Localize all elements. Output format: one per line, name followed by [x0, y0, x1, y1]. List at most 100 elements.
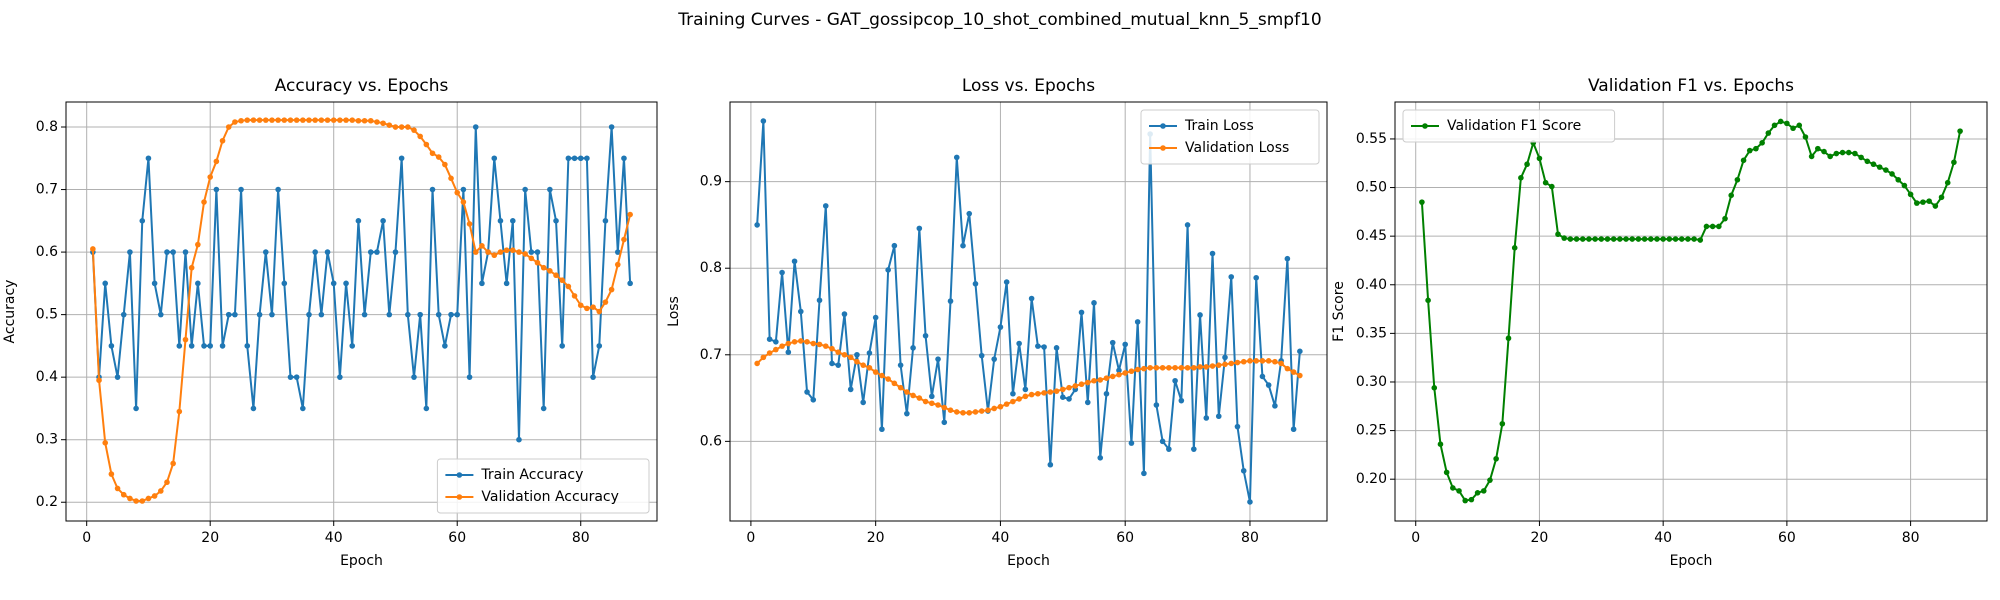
- data-point: [1016, 396, 1022, 402]
- data-point: [1610, 236, 1617, 242]
- x-tick-label: 0: [1411, 530, 1420, 546]
- y-tick-label: 0.7: [36, 182, 58, 198]
- data-point: [1272, 358, 1278, 365]
- data-point: [1827, 153, 1833, 160]
- data-point: [1536, 155, 1543, 162]
- data-point: [1003, 279, 1010, 285]
- data-point: [232, 311, 238, 318]
- data-point: [510, 218, 516, 224]
- data-point: [1709, 223, 1716, 230]
- data-point: [1203, 415, 1210, 421]
- data-point: [1549, 183, 1555, 190]
- data-point: [127, 249, 133, 255]
- data-point: [151, 280, 158, 287]
- x-tick-label: 40: [325, 530, 343, 546]
- data-point: [1060, 386, 1066, 393]
- axes-frame: [729, 101, 1328, 522]
- data-point: [754, 222, 760, 228]
- data-point: [922, 398, 929, 405]
- data-point: [779, 343, 785, 349]
- data-point: [1815, 145, 1821, 152]
- data-point: [978, 408, 985, 414]
- data-point: [201, 199, 207, 205]
- data-point: [798, 338, 804, 344]
- data-point: [966, 210, 973, 217]
- data-point: [460, 186, 467, 193]
- data-point: [448, 175, 454, 182]
- data-point: [577, 155, 584, 162]
- data-point: [157, 488, 164, 494]
- data-point: [602, 299, 609, 305]
- subplot-title: Validation F1 vs. Epochs: [1588, 76, 1794, 96]
- x-tick-label: 20: [867, 530, 885, 546]
- data-point: [312, 249, 318, 255]
- data-point: [1047, 389, 1054, 395]
- data-point: [225, 124, 232, 130]
- data-point: [1078, 381, 1085, 388]
- data-point: [916, 225, 923, 232]
- data-point: [479, 243, 485, 249]
- data-point: [392, 124, 399, 130]
- data-point: [1926, 198, 1932, 204]
- data-point: [120, 491, 127, 498]
- data-point: [318, 311, 325, 318]
- data-point: [1938, 194, 1945, 201]
- data-point: [1084, 399, 1091, 406]
- data-point: [854, 351, 860, 358]
- x-tick-label: 20: [1531, 530, 1549, 546]
- data-point: [361, 117, 368, 124]
- data-point: [1259, 373, 1266, 380]
- data-point: [380, 218, 386, 224]
- data-point: [1944, 179, 1951, 186]
- data-point: [1678, 236, 1685, 242]
- data-point: [1153, 402, 1160, 408]
- y-tick-label: 0.25: [1356, 423, 1387, 439]
- data-point: [835, 362, 842, 368]
- figure-title: Training Curves - GAT_gossipcop_10_shot_…: [677, 10, 1321, 30]
- data-point: [559, 343, 566, 349]
- data-point: [1091, 377, 1097, 384]
- data-point: [349, 343, 356, 349]
- data-point: [114, 374, 121, 380]
- subplot: Accuracy vs. Epochs Epoch Accuracy 0 20 40 60 8…: [2, 76, 658, 569]
- y-tick-label: 0.5: [36, 307, 58, 323]
- data-point: [528, 255, 535, 262]
- data-point: [510, 247, 516, 254]
- y-tick-label: 0.55: [1356, 131, 1387, 147]
- data-point: [577, 302, 584, 309]
- data-point: [287, 374, 294, 380]
- x-axis-label: Epoch: [340, 553, 383, 569]
- data-point: [1493, 455, 1499, 462]
- data-point: [213, 186, 220, 193]
- legend-box: [1140, 109, 1320, 165]
- data-point: [596, 308, 603, 315]
- data-point: [608, 286, 615, 293]
- data-point: [590, 374, 596, 380]
- data-point: [872, 314, 879, 321]
- legend-marker: [1160, 123, 1166, 129]
- data-point: [1228, 274, 1235, 280]
- data-point: [571, 155, 578, 162]
- data-point: [343, 280, 349, 287]
- data-point: [1555, 231, 1561, 238]
- data-point: [201, 343, 207, 349]
- data-point: [355, 218, 362, 224]
- data-point: [324, 117, 331, 123]
- data-point: [1641, 236, 1648, 242]
- data-point: [947, 298, 954, 304]
- data-point: [1722, 215, 1728, 222]
- data-point: [1209, 250, 1216, 257]
- data-point: [1852, 150, 1858, 157]
- series-line: [756, 339, 1301, 414]
- data-point: [1672, 236, 1679, 242]
- data-point: [1524, 161, 1530, 168]
- data-point: [953, 154, 960, 161]
- data-point: [269, 117, 275, 123]
- data-point: [785, 349, 792, 355]
- data-point: [1586, 236, 1592, 242]
- data-point: [872, 369, 879, 375]
- x-tick-label: 60: [1116, 530, 1134, 546]
- data-point: [102, 440, 109, 446]
- data-point: [269, 311, 275, 318]
- data-point: [1116, 367, 1122, 374]
